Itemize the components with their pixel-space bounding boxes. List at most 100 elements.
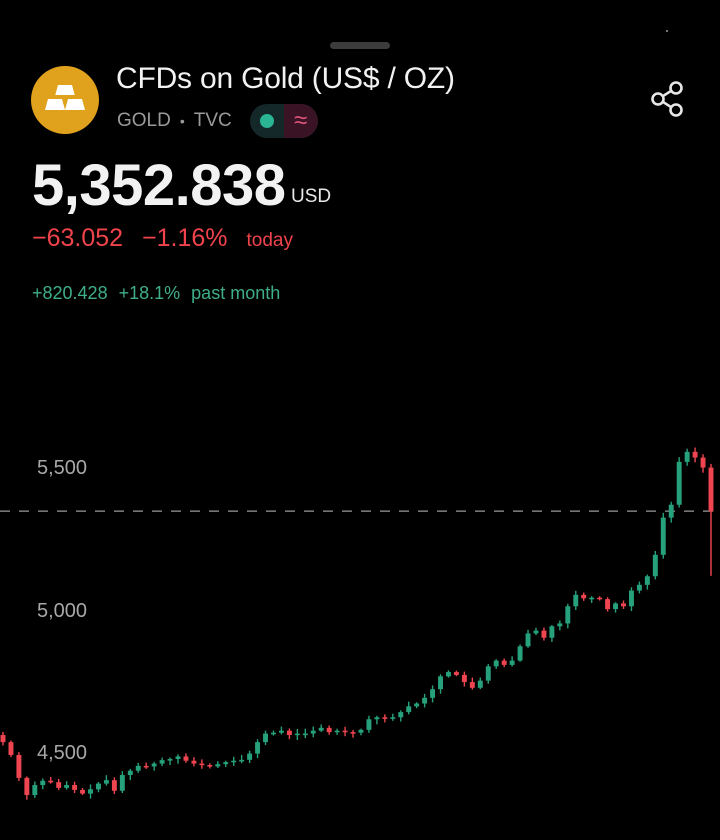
- candle-body: [310, 730, 316, 734]
- candle-body: [414, 703, 420, 707]
- candle-body: [621, 603, 626, 607]
- candle-body: [294, 733, 300, 736]
- price-chart[interactable]: [0, 420, 720, 840]
- candle-body: [247, 753, 253, 760]
- candle-body: [549, 626, 555, 638]
- sheet-drag-handle[interactable]: [330, 42, 390, 49]
- daily-change-percent: −1.16%: [142, 224, 228, 252]
- candle-body: [438, 676, 443, 690]
- candle-body: [541, 630, 547, 638]
- candle-body: [135, 765, 141, 771]
- monthly-change-period: past month: [191, 283, 281, 303]
- candle-body: [636, 584, 642, 591]
- candle-body: [684, 451, 690, 462]
- candle-body: [446, 672, 451, 677]
- monthly-change-percent: +18.1%: [118, 283, 181, 303]
- candle-body: [501, 660, 507, 665]
- candle-body: [175, 756, 181, 760]
- candle-body: [159, 760, 165, 764]
- candle-body: [485, 666, 491, 681]
- candle-body: [644, 576, 650, 585]
- price-currency: USD: [291, 186, 332, 207]
- exchange-label[interactable]: TVC: [193, 110, 232, 131]
- candle-body: [191, 760, 197, 764]
- candle-body: [342, 730, 348, 733]
- candle-body: [255, 742, 261, 754]
- candle-body: [48, 780, 54, 783]
- gold-bars-icon: [31, 66, 99, 134]
- candle-body: [64, 785, 70, 788]
- last-price: 5,352.838: [32, 153, 286, 218]
- candle-body: [334, 730, 340, 733]
- candle-body: [581, 594, 587, 599]
- candle-body: [430, 689, 436, 698]
- candle-body: [302, 733, 308, 736]
- candle-body: [56, 782, 62, 788]
- candle-body: [32, 785, 38, 796]
- candle-body: [318, 727, 324, 731]
- candle-body: [231, 760, 237, 763]
- market-status-pill[interactable]: ≈: [249, 104, 318, 138]
- candle-body: [80, 789, 86, 794]
- candle-body: [286, 730, 292, 735]
- candle-body: [326, 727, 332, 733]
- market-open-icon: [259, 114, 274, 128]
- candle-body: [509, 660, 515, 665]
- instrument-subline: GOLD • TVC ≈: [117, 104, 318, 138]
- candles-group: [0, 447, 714, 800]
- candle-body: [605, 599, 611, 610]
- candle-body: [676, 461, 682, 505]
- candle-body: [215, 764, 221, 767]
- candle-body: [0, 734, 6, 743]
- monthly-change-row: +820.428 +18.1% past month: [32, 283, 286, 304]
- y-tick-label: 5,000: [37, 600, 88, 622]
- candle-body: [24, 777, 30, 796]
- candle-body: [422, 697, 428, 704]
- candle-body: [398, 712, 404, 718]
- candle-body: [461, 674, 467, 683]
- candle-body: [517, 646, 523, 661]
- daily-change-period: today: [246, 230, 293, 251]
- candle-body: [660, 517, 666, 555]
- share-icon[interactable]: [650, 80, 686, 118]
- candle-body: [151, 763, 157, 767]
- daily-change-row: −63.052 −1.16% today: [32, 224, 293, 253]
- candle-body: [382, 717, 388, 719]
- candle-body: [700, 457, 706, 468]
- candle-body: [708, 467, 714, 512]
- candle-body: [72, 785, 78, 790]
- candle-body: [143, 765, 149, 768]
- candle-body: [668, 504, 674, 518]
- candle-body: [350, 732, 356, 734]
- candle-body: [111, 780, 117, 791]
- candle-body: [88, 789, 93, 794]
- candle-body: [692, 451, 698, 458]
- candle-body: [358, 729, 364, 733]
- candle-body: [525, 633, 531, 647]
- candle-body: [597, 597, 603, 600]
- y-tick-label: 5,500: [37, 457, 88, 479]
- candle-body: [263, 733, 268, 743]
- wave-icon: ≈: [283, 104, 318, 138]
- candle-body: [40, 780, 46, 786]
- candle-body: [278, 730, 284, 733]
- candle-body: [573, 594, 579, 607]
- y-tick-label: 4,500: [37, 742, 88, 764]
- candle-body: [589, 597, 595, 600]
- candle-body: [103, 780, 109, 784]
- candle-body: [628, 590, 634, 607]
- candle-body: [565, 606, 571, 624]
- candle-body: [167, 759, 173, 761]
- candle-body: [652, 554, 658, 577]
- candle-body: [406, 706, 412, 713]
- candle-body: [477, 680, 483, 688]
- candle-body: [390, 717, 396, 719]
- candle-body: [8, 742, 14, 755]
- candle-body: [533, 630, 539, 634]
- candle-body: [557, 623, 563, 627]
- instrument-title: CFDs on Gold (US$ / OZ): [116, 62, 455, 95]
- status-dot: [666, 30, 668, 32]
- candle-body: [493, 660, 499, 667]
- candle-body: [223, 762, 229, 765]
- candle-body: [613, 603, 619, 610]
